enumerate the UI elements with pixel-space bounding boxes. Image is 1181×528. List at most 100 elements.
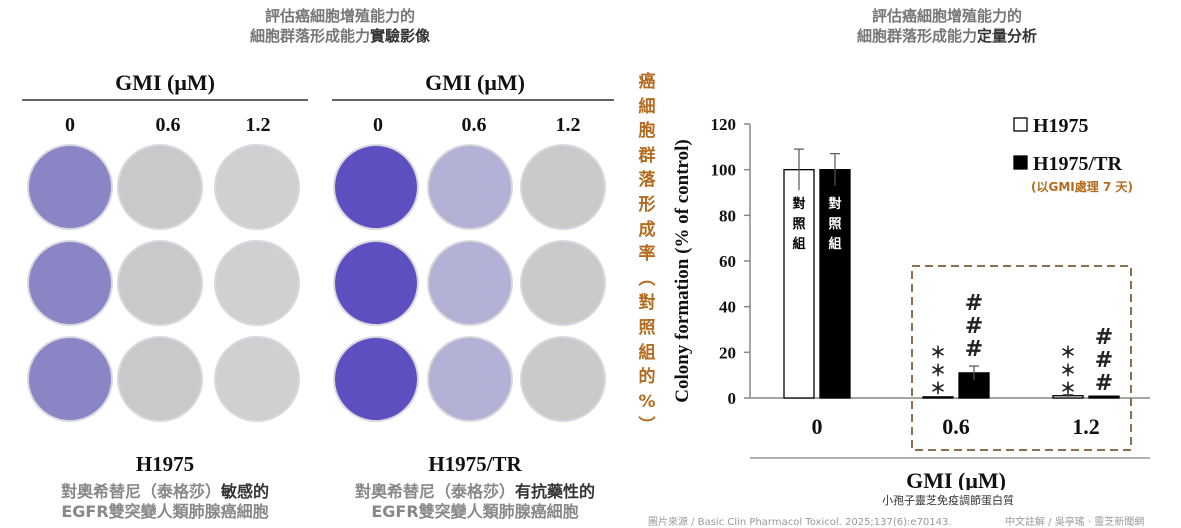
legend-label-h1975: H1975 [1033,115,1089,137]
dose-label: 0 [65,114,75,136]
cell-line-label: H1975/TR [428,452,522,476]
significance-hashes: # [1095,325,1113,350]
y-label-char: ︶ [638,416,656,437]
panel-description: 對奧希替尼（泰格莎）有抗藥性的 EGFR雙突變人類肺腺癌細胞 [330,482,620,522]
y-label-char: 細 [638,96,656,117]
left-title-line2a: 細胞群落形成能力 [249,27,370,45]
panel-h1975tr: GMI (μM) 0 0.6 1.2 H1975/TR 對奧希替尼（泰格莎）有抗… [330,62,620,528]
dose-label: 1.2 [245,114,271,136]
divider [22,99,308,101]
y-tick-label: 40 [719,298,736,317]
significance-stars: ＊ [1060,343,1076,362]
significance-hashes: # [1095,371,1113,396]
left-title-line1: 評估癌細胞增殖能力的 [264,7,415,25]
significance-hashes: # [965,314,983,339]
x-axis-title: GMI (μM) [906,468,1006,490]
dose-label: 0 [373,114,383,136]
petri-dish [214,144,300,230]
y-label-char: 率 [638,244,656,265]
desc-line2: EGFR雙突變人類肺腺癌細胞 [371,502,579,521]
control-label: 對 [792,196,805,212]
petri-dish [333,144,419,230]
petri-dish [520,240,606,326]
petri-dish [427,144,513,230]
petri-dish [520,336,606,422]
y-tick-label: 120 [711,115,737,134]
desc-line1a: 對奧希替尼（泰格莎） [60,482,221,501]
legend-swatch-h1975 [1013,117,1028,132]
dose-label: 1.2 [555,114,581,136]
desc-line1b: 有抗藥性的 [515,482,596,501]
control-label: 組 [828,236,841,252]
control-label: 照 [792,217,805,232]
annotation-source: 中文註解 / 吳亭瑤 · 靈芝新聞網 [1005,517,1145,528]
petri-dish [27,336,113,422]
y-label-char: 成 [638,219,656,240]
petri-dish [333,240,419,326]
petri-dish [214,336,300,422]
y-label-char: % [638,391,656,412]
control-label: 組 [792,236,805,252]
dose-label: 0.6 [461,114,487,136]
significance-stars: ＊ [930,343,946,362]
y-tick-label: 60 [719,252,736,271]
highlight-box [911,265,1132,451]
y-label-char: 照 [638,318,656,338]
petri-dish [117,144,203,230]
y-axis-title: Colony formation (% of control) [672,139,693,403]
y-label-char: 落 [638,170,656,191]
gmi-header: GMI (μM) [115,70,215,95]
x-tick-label: 0.6 [942,414,970,439]
significance-stars: ＊ [1060,379,1076,398]
significance-stars: ＊ [930,361,946,380]
control-label: 對 [828,196,841,212]
desc-line1a: 對奧希替尼（泰格莎） [354,482,515,501]
bar-h1975 [783,169,815,399]
significance-stars: ＊ [930,379,946,398]
y-tick-label: 80 [719,206,736,225]
left-title-line2b: 實驗影像 [370,27,431,45]
bar-h1975 [922,396,954,399]
significance-hashes: # [965,291,983,316]
cell-line-label: H1975 [135,452,195,476]
right-title: 評估癌細胞增殖能力的 細胞群落形成能力定量分析 [797,6,1097,46]
y-label-char: 對 [638,293,656,314]
petri-dish [333,336,419,422]
significance-hashes: # [1095,348,1113,373]
panel-description: 對奧希替尼（泰格莎）敏感的 EGFR雙突變人類肺腺癌細胞 [20,482,310,522]
y-label-char: 胞 [638,121,656,142]
desc-line2: EGFR雙突變人類肺腺癌細胞 [61,502,269,521]
legend-swatch-h1975tr [1013,155,1028,170]
significance-hashes: # [965,337,983,362]
divider [332,99,614,101]
panel-h1975: GMI (μM) 0 0.6 1.2 H1975 對奧希替尼（泰格莎）敏感的 E… [20,62,310,528]
petri-dish [117,336,203,422]
petri-dish [427,240,513,326]
chart-caption: 小孢子靈芝免疫調節蛋白質 [882,494,1014,507]
x-tick-label: 1.2 [1072,414,1100,439]
right-title-line2b: 定量分析 [977,27,1038,45]
dose-label: 0.6 [155,114,181,136]
y-label-char: 的 [638,367,656,388]
y-label-char: 癌 [638,72,656,92]
bar-chart: 0 20 40 60 80 100 120 Colony formation (% of co… [672,115,1150,490]
y-label-char: 群 [638,145,656,166]
desc-line1b: 敏感的 [221,482,270,501]
y-label-char: 形 [638,195,656,215]
x-tick-label: 0 [812,414,823,439]
image-source: 圖片來源 / Basic Clin Pharmacol Toxicol. 202… [648,517,952,528]
y-tick-label: 20 [719,343,736,362]
control-label: 照 [828,217,841,232]
y-tick-label: 0 [728,389,737,408]
y-tick-label: 100 [711,161,737,180]
y-label-char: ︵ [638,268,656,289]
left-title: 評估癌細胞增殖能力的 細胞群落形成能力實驗影像 [190,6,490,46]
significance-stars: ＊ [1060,361,1076,380]
petri-dish [214,240,300,326]
petri-dish [117,240,203,326]
right-title-line2a: 細胞群落形成能力 [856,27,977,45]
y-label-char: 組 [638,342,656,363]
right-title-line1: 評估癌細胞增殖能力的 [871,7,1022,25]
bar-h1975tr [819,169,851,399]
petri-dish [520,144,606,230]
